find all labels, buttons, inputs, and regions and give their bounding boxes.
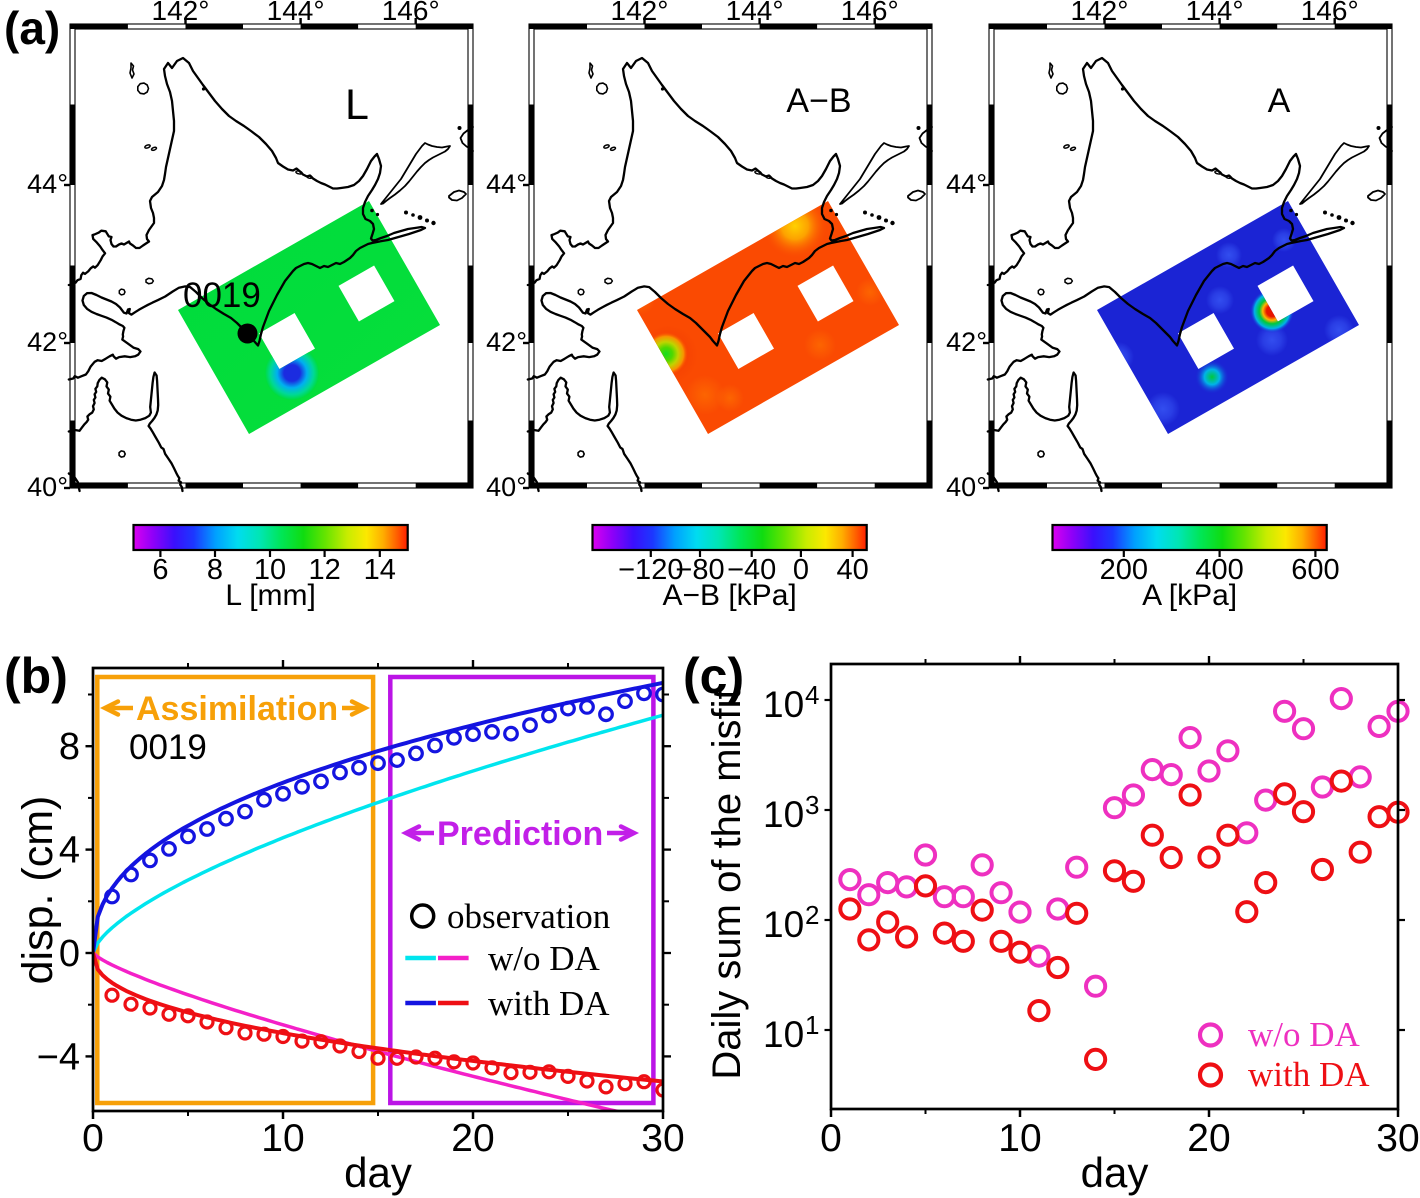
svg-text:12: 12 bbox=[308, 554, 340, 586]
svg-text:L: L bbox=[345, 81, 369, 129]
svg-text:disp. (cm): disp. (cm) bbox=[14, 796, 62, 985]
svg-text:w/o DA: w/o DA bbox=[1248, 1015, 1361, 1054]
svg-text:44°: 44° bbox=[486, 169, 527, 199]
svg-text:w/o DA: w/o DA bbox=[488, 939, 601, 978]
svg-text:1: 1 bbox=[805, 1010, 819, 1040]
svg-text:0019: 0019 bbox=[129, 728, 207, 767]
svg-text:0: 0 bbox=[82, 1117, 104, 1160]
svg-text:Prediction: Prediction bbox=[437, 815, 603, 853]
svg-text:42°: 42° bbox=[946, 327, 987, 357]
svg-text:4: 4 bbox=[805, 680, 819, 710]
svg-text:10: 10 bbox=[763, 684, 804, 725]
svg-text:144°: 144° bbox=[1186, 0, 1244, 26]
svg-text:8: 8 bbox=[59, 726, 80, 768]
svg-text:−120: −120 bbox=[618, 554, 683, 586]
svg-text:142°: 142° bbox=[611, 0, 669, 26]
svg-text:44°: 44° bbox=[946, 169, 987, 199]
svg-text:30: 30 bbox=[641, 1117, 684, 1160]
svg-text:with DA: with DA bbox=[1248, 1055, 1370, 1094]
svg-text:142°: 142° bbox=[1071, 0, 1129, 26]
svg-text:(b): (b) bbox=[4, 648, 68, 704]
svg-text:Assimilation: Assimilation bbox=[136, 690, 338, 728]
svg-text:A: A bbox=[1268, 82, 1291, 120]
svg-text:6: 6 bbox=[152, 554, 168, 586]
svg-text:0: 0 bbox=[59, 933, 80, 975]
svg-text:146°: 146° bbox=[841, 0, 899, 26]
svg-text:30: 30 bbox=[1376, 1117, 1419, 1160]
svg-text:10: 10 bbox=[763, 904, 804, 945]
svg-text:42°: 42° bbox=[27, 327, 68, 357]
svg-text:44°: 44° bbox=[27, 169, 68, 199]
svg-text:40°: 40° bbox=[486, 472, 527, 502]
svg-text:10: 10 bbox=[763, 1014, 804, 1055]
svg-text:10: 10 bbox=[261, 1117, 304, 1160]
svg-text:40: 40 bbox=[836, 554, 868, 586]
svg-text:10: 10 bbox=[763, 794, 804, 835]
svg-text:400: 400 bbox=[1195, 554, 1243, 586]
svg-text:0019: 0019 bbox=[183, 276, 261, 315]
svg-text:2: 2 bbox=[805, 900, 819, 930]
svg-text:L [mm]: L [mm] bbox=[225, 579, 316, 612]
svg-text:42°: 42° bbox=[486, 327, 527, 357]
svg-text:40°: 40° bbox=[27, 472, 68, 502]
svg-text:0: 0 bbox=[793, 554, 809, 586]
svg-text:A [kPa]: A [kPa] bbox=[1142, 579, 1237, 612]
svg-text:A−B: A−B bbox=[786, 82, 851, 120]
svg-text:3: 3 bbox=[805, 790, 819, 820]
svg-text:10: 10 bbox=[998, 1117, 1041, 1160]
svg-text:40°: 40° bbox=[946, 472, 987, 502]
svg-text:Daily sum of the misfit: Daily sum of the misfit bbox=[705, 688, 749, 1079]
svg-text:200: 200 bbox=[1100, 554, 1148, 586]
svg-text:−40: −40 bbox=[727, 554, 776, 586]
svg-text:(c): (c) bbox=[683, 648, 744, 704]
svg-text:observation: observation bbox=[447, 897, 610, 936]
svg-text:144°: 144° bbox=[726, 0, 784, 26]
svg-text:20: 20 bbox=[451, 1117, 494, 1160]
svg-text:8: 8 bbox=[207, 554, 223, 586]
svg-text:10: 10 bbox=[254, 554, 286, 586]
svg-text:146°: 146° bbox=[382, 0, 440, 26]
svg-text:14: 14 bbox=[364, 554, 396, 586]
svg-text:A−B [kPa]: A−B [kPa] bbox=[662, 579, 796, 612]
svg-text:0: 0 bbox=[820, 1117, 842, 1160]
svg-text:20: 20 bbox=[1187, 1117, 1230, 1160]
svg-text:4: 4 bbox=[59, 830, 80, 872]
svg-text:−4: −4 bbox=[37, 1036, 80, 1078]
svg-text:144°: 144° bbox=[267, 0, 325, 26]
svg-text:(a): (a) bbox=[4, 2, 60, 54]
svg-text:with DA: with DA bbox=[488, 984, 610, 1023]
svg-text:146°: 146° bbox=[1301, 0, 1359, 26]
svg-text:−80: −80 bbox=[675, 554, 724, 586]
svg-text:142°: 142° bbox=[152, 0, 210, 26]
svg-text:600: 600 bbox=[1291, 554, 1339, 586]
svg-text:day: day bbox=[1081, 1149, 1149, 1196]
svg-text:day: day bbox=[344, 1149, 412, 1196]
